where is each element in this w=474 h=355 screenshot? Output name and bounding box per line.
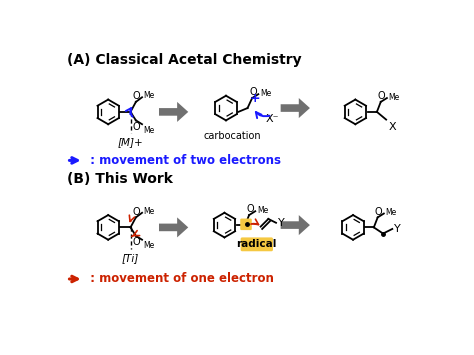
Text: Me: Me: [260, 89, 271, 98]
Text: Y: Y: [394, 224, 401, 234]
Polygon shape: [159, 102, 188, 122]
Text: carbocation: carbocation: [203, 131, 261, 141]
Polygon shape: [281, 98, 310, 118]
Text: radical: radical: [237, 239, 277, 249]
Text: (A) Classical Acetal Chemistry: (A) Classical Acetal Chemistry: [66, 53, 301, 67]
Text: O: O: [133, 207, 140, 217]
Text: (B) This Work: (B) This Work: [66, 172, 173, 186]
Polygon shape: [159, 217, 188, 237]
Text: O: O: [249, 87, 257, 97]
Text: : movement of two electrons: : movement of two electrons: [86, 154, 281, 167]
Text: : movement of one electron: : movement of one electron: [86, 273, 273, 285]
FancyBboxPatch shape: [240, 219, 252, 230]
Text: O: O: [246, 204, 254, 214]
Text: O: O: [133, 91, 140, 101]
Text: O: O: [133, 237, 140, 247]
FancyBboxPatch shape: [241, 237, 273, 251]
Text: O: O: [378, 91, 385, 101]
Text: Me: Me: [257, 206, 268, 215]
Text: Me: Me: [144, 241, 155, 250]
Text: Me: Me: [144, 207, 155, 216]
Text: O: O: [133, 122, 140, 132]
Text: X: X: [389, 122, 396, 132]
Text: X⁻: X⁻: [265, 114, 279, 124]
Text: [M]+: [M]+: [118, 137, 143, 147]
Text: Me: Me: [385, 208, 397, 217]
Text: O: O: [374, 207, 382, 217]
Text: Me: Me: [144, 126, 155, 135]
Polygon shape: [281, 215, 310, 235]
Text: +: +: [250, 92, 261, 105]
Text: Me: Me: [144, 91, 155, 100]
Text: Me: Me: [389, 93, 400, 102]
Text: Y: Y: [278, 218, 284, 228]
Text: [Ti]: [Ti]: [122, 253, 139, 263]
